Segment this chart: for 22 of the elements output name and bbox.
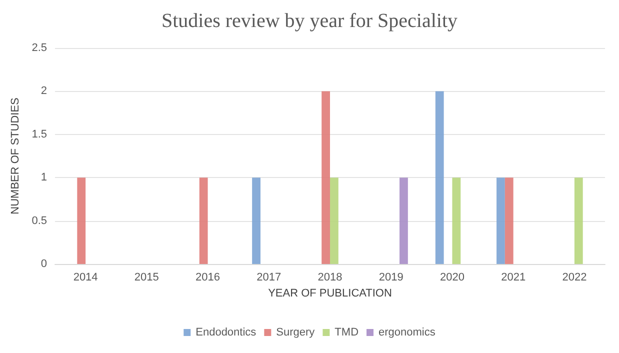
y-axis-title: NUMBER OF STUDIES (9, 98, 22, 214)
x-tick-label: 2020 (440, 272, 464, 284)
x-tick-label: 2019 (378, 272, 404, 284)
y-tick-label: 1.5 (32, 128, 47, 140)
legend-label: ergonomics (378, 326, 436, 338)
y-tick-label: 0 (40, 258, 47, 270)
x-tick-label: 2015 (134, 272, 159, 284)
legend-label: Surgery (276, 326, 316, 338)
legend-label: Endodontics (196, 326, 257, 338)
x-axis-title: YEAR OF PUBLICATION (268, 287, 392, 300)
x-tick-label: 2021 (501, 272, 526, 284)
legend-label: TMD (334, 326, 359, 338)
x-tick-label: 2018 (318, 272, 342, 284)
x-tick-label: 2017 (256, 272, 282, 284)
x-tick-label: 2016 (196, 272, 220, 284)
y-tick-label: 0.5 (32, 214, 47, 227)
x-tick-label: 2014 (73, 272, 98, 284)
chart-title: Studies review by year for Speciality (161, 10, 458, 32)
y-tick-label: 1 (40, 172, 47, 184)
x-tick-label: 2022 (562, 272, 587, 284)
y-tick-label: 2 (40, 85, 47, 98)
y-tick-label: 2.5 (32, 42, 47, 54)
